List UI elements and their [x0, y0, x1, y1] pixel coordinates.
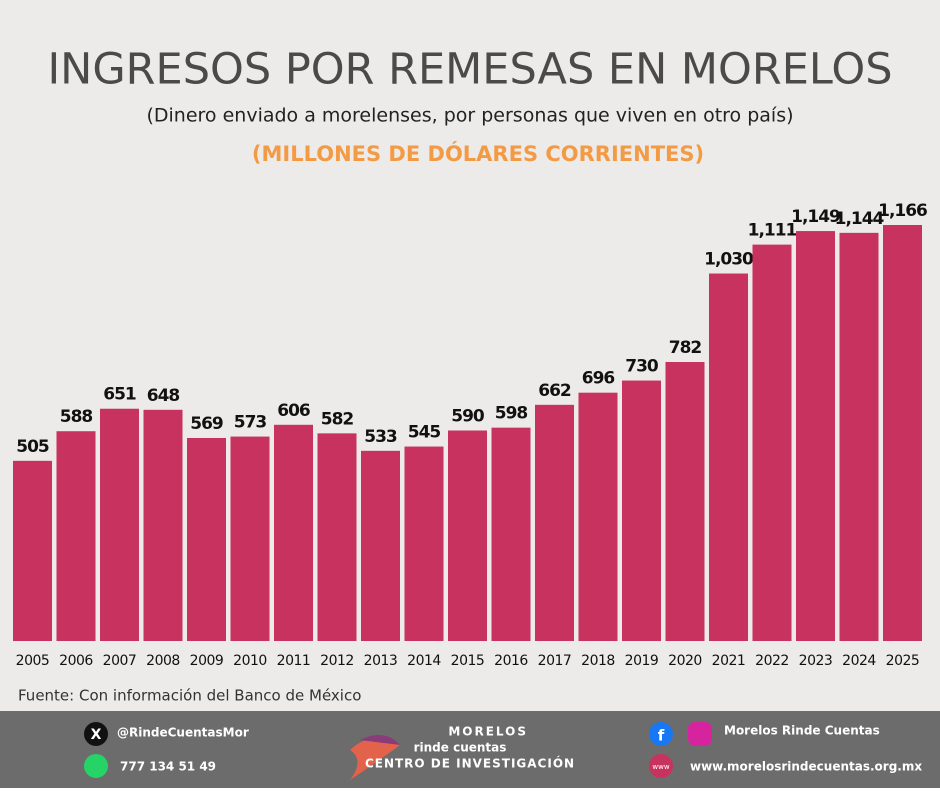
- facebook-icon: [649, 722, 673, 746]
- value-label: 730: [625, 357, 659, 377]
- x-glyph: X: [91, 727, 102, 743]
- x-tick-label: 2014: [407, 653, 441, 669]
- x-tick-label: 2005: [16, 653, 50, 669]
- x-tick-label: 2008: [146, 653, 180, 669]
- value-label: 662: [538, 381, 571, 401]
- value-label: 1,149: [791, 207, 840, 227]
- value-label: 1,166: [878, 201, 927, 221]
- value-label: 606: [277, 401, 310, 421]
- phone: 777 134 51 49: [120, 760, 216, 774]
- value-label: 648: [147, 386, 180, 406]
- bar: [665, 362, 705, 641]
- x-tick-label: 2022: [755, 653, 789, 669]
- value-label: 590: [451, 407, 485, 427]
- value-label: 545: [408, 423, 441, 443]
- bar: [796, 231, 835, 641]
- bar: [535, 404, 574, 641]
- logo-main: rinde cuentas: [414, 741, 507, 755]
- website: www.morelosrindecuentas.org.mx: [690, 760, 922, 774]
- units-label: (MILLONES DE DÓLARES CORRIENTES): [252, 141, 704, 166]
- x-tick-label: 2013: [364, 653, 398, 669]
- footer-band: [0, 711, 940, 788]
- bar: [622, 380, 661, 641]
- web-icon-text: www: [652, 763, 669, 771]
- x-tick-label: 2007: [103, 653, 137, 669]
- x-tick-label: 2025: [886, 653, 920, 669]
- bar: [100, 408, 139, 641]
- bar: [883, 225, 922, 641]
- bar: [404, 446, 444, 641]
- bar: [491, 427, 531, 641]
- whatsapp-icon: [84, 754, 108, 778]
- x-tick-label: 2021: [712, 653, 746, 669]
- logo-top: MORELOS: [448, 725, 528, 739]
- value-label: 651: [103, 385, 136, 405]
- x-tick-label: 2010: [233, 653, 267, 669]
- bar: [361, 450, 400, 641]
- bar: [187, 437, 226, 641]
- x-tick-label: 2019: [625, 653, 659, 669]
- facebook-glyph: f: [658, 727, 665, 745]
- value-label: 1,030: [704, 250, 754, 270]
- value-label: 588: [60, 407, 93, 427]
- x-tick-label: 2018: [581, 653, 615, 669]
- x-tick-label: 2015: [451, 653, 485, 669]
- twitter-handle: @RindeCuentasMor: [117, 726, 249, 740]
- bar: [274, 424, 313, 641]
- bar: [317, 433, 357, 641]
- value-label: 505: [16, 437, 49, 457]
- bar: [752, 244, 792, 642]
- value-label: 696: [582, 369, 615, 389]
- bar: [839, 232, 879, 641]
- social-name: Morelos Rinde Cuentas: [724, 724, 880, 738]
- value-label: 573: [234, 413, 267, 433]
- x-tick-label: 2016: [494, 653, 528, 669]
- x-tick-label: 2009: [190, 653, 224, 669]
- value-label: 569: [190, 414, 223, 434]
- value-label: 598: [495, 404, 528, 424]
- bar: [709, 273, 748, 641]
- bar: [143, 409, 183, 641]
- value-label: 1,111: [748, 221, 797, 241]
- logo-shape: [360, 735, 400, 745]
- bar: [578, 392, 618, 641]
- bar: [230, 436, 270, 641]
- instagram-icon: [688, 722, 712, 746]
- logo-sub: CENTRO DE INVESTIGACIÓN: [365, 756, 575, 771]
- x-tick-label: 2011: [277, 653, 311, 669]
- bar: [13, 460, 52, 641]
- value-label: 533: [364, 427, 397, 447]
- web-icon: [649, 754, 673, 778]
- bar: [448, 430, 487, 641]
- source: Fuente: Con información del Banco de Méx…: [18, 687, 361, 705]
- logo-shape: [350, 738, 400, 780]
- x-tick-label: 2006: [59, 653, 93, 669]
- value-label: 1,144: [835, 209, 885, 229]
- value-label: 782: [669, 338, 702, 358]
- x-tick-label: 2017: [538, 653, 572, 669]
- x-icon: [84, 722, 108, 746]
- x-tick-label: 2023: [799, 653, 833, 669]
- value-label: 582: [321, 409, 354, 429]
- bar: [56, 431, 96, 641]
- x-tick-label: 2020: [668, 653, 702, 669]
- x-tick-label: 2024: [842, 653, 876, 669]
- chart-subtitle: (Dinero enviado a morelenses, por person…: [146, 105, 793, 127]
- chart-title: INGRESOS POR REMESAS EN MORELOS: [48, 45, 893, 95]
- x-tick-label: 2012: [320, 653, 354, 669]
